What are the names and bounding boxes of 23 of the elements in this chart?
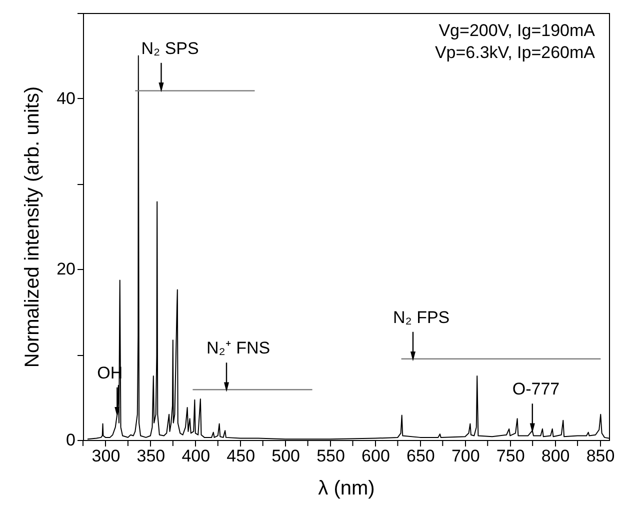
x-tick-label: 350 [136,446,166,466]
x-tick-label: 500 [272,446,300,466]
x-tick-label: 550 [316,446,345,466]
x-tick-label: 450 [226,446,256,466]
x-axis-title: λ (nm) [318,478,375,500]
y-tick-label: 40 [56,88,76,108]
y-tick-label: 0 [66,430,76,450]
annotation: N₂⁺ FNS [206,338,270,358]
x-tick-label: 650 [406,446,435,466]
x-tick-label: 800 [541,446,570,466]
annotation: Vp=6.3kV, Ip=260mA [434,43,596,62]
x-tick-label: 400 [182,446,210,466]
annotation: N₂ SPS [141,38,199,58]
y-axis-title: Normalized intensity (arb. units) [22,86,44,368]
x-tick-label: 600 [362,446,390,466]
x-tick-label: 750 [496,446,525,466]
x-tick-label: 850 [586,446,615,466]
annotation: O-777 [512,380,560,399]
annotation: N₂ FPS [392,308,450,327]
y-tick-label: 20 [56,260,76,279]
x-tick-label: 700 [451,446,480,466]
x-tick-label: 300 [92,446,120,466]
annotation: Vg=200V, Ig=190mA [438,21,596,40]
